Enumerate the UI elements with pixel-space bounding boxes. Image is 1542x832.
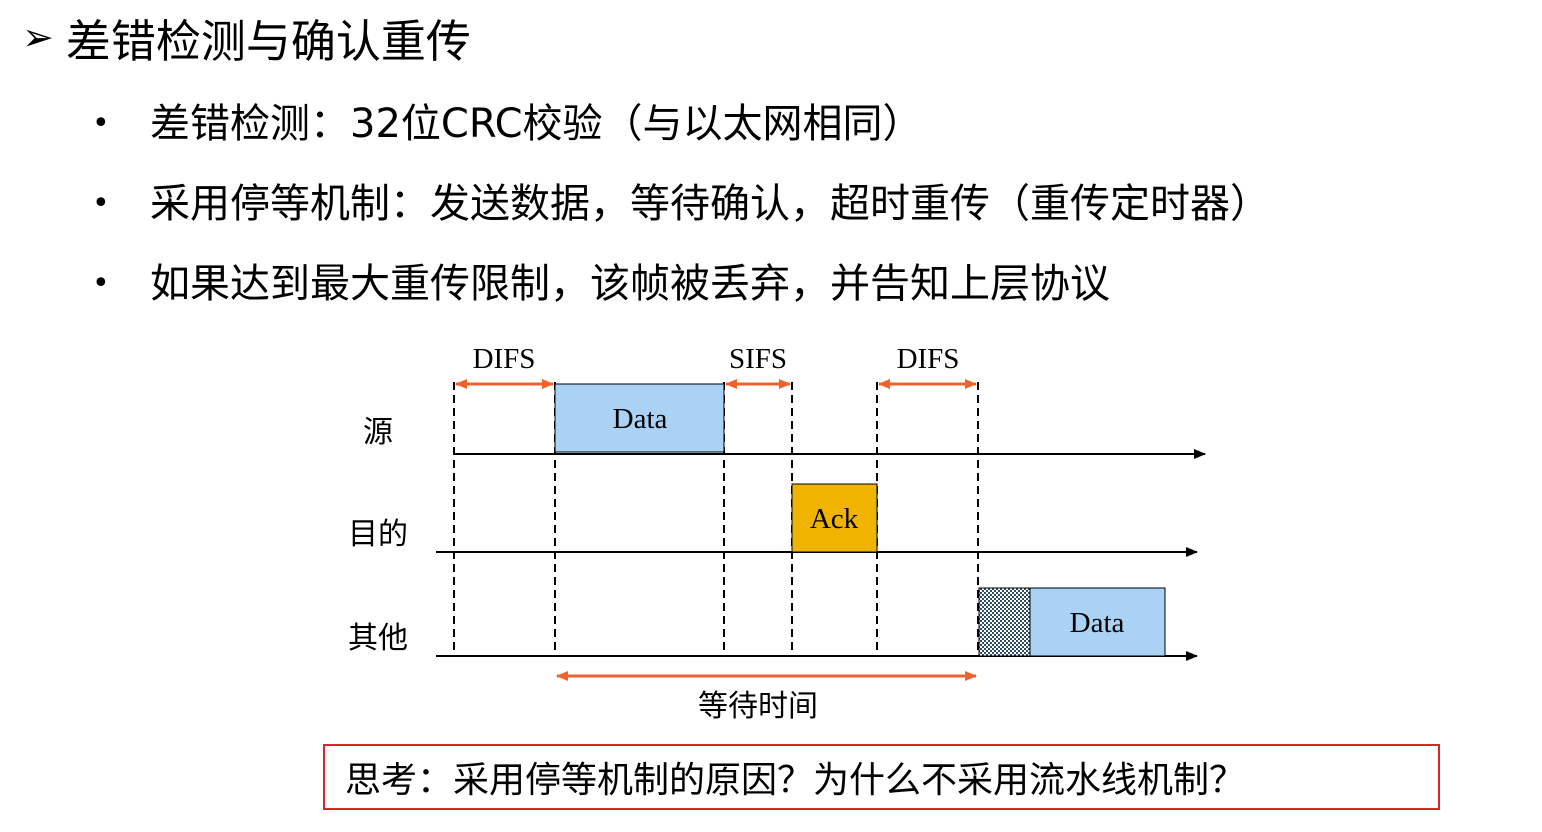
bullet-dot-icon: • (92, 186, 110, 221)
timing-diagram: 源 目的 其他 DIFS SIFS DIFS Data Ack Data 等待时… (348, 343, 1206, 723)
arrow-bullet-icon: ➢ (22, 15, 54, 59)
bullet-list: • 差错检测：32位CRC校验（与以太网相同） • 采用停等机制：发送数据，等待… (92, 84, 1270, 324)
others-data-frame (1029, 587, 1166, 657)
difs-label: DIFS (473, 343, 536, 375)
bullet-text: 采用停等机制：发送数据，等待确认，超时重传（重传定时器） (150, 181, 1270, 227)
sifs-label: SIFS (729, 343, 787, 375)
bullet-text: 如果达到最大重传限制，该帧被丢弃，并告知上层协议 (150, 261, 1110, 307)
ack-label: Ack (810, 503, 859, 535)
row-label-source: 源 (363, 416, 393, 449)
question-text: 思考：采用停等机制的原因？为什么不采用流水线机制？ (345, 760, 1246, 801)
row-label-destination: 目的 (348, 518, 408, 551)
source-data-label: Data (613, 403, 668, 435)
section-title: 差错检测与确认重传 (65, 14, 471, 68)
question-box: 思考：采用停等机制的原因？为什么不采用流水线机制？ (323, 744, 1440, 810)
row-label-others: 其他 (348, 622, 408, 655)
source-data-frame (554, 383, 725, 453)
bullet-dot-icon: • (92, 106, 110, 141)
bullet-text: 差错检测：32位CRC校验（与以太网相同） (150, 101, 923, 147)
difs-label: DIFS (897, 343, 960, 375)
bullet-item: • 采用停等机制：发送数据，等待确认，超时重传（重传定时器） (92, 164, 1270, 244)
section-heading: ➢ 差错检测与确认重传 (22, 2, 471, 72)
backoff-block (978, 587, 1031, 657)
others-data-label: Data (1070, 607, 1125, 639)
bullet-dot-icon: • (92, 266, 110, 301)
bullet-item: • 差错检测：32位CRC校验（与以太网相同） (92, 84, 1270, 164)
bullet-item: • 如果达到最大重传限制，该帧被丢弃，并告知上层协议 (92, 244, 1270, 324)
ack-frame (791, 483, 878, 553)
wait-time-label: 等待时间 (698, 690, 818, 723)
